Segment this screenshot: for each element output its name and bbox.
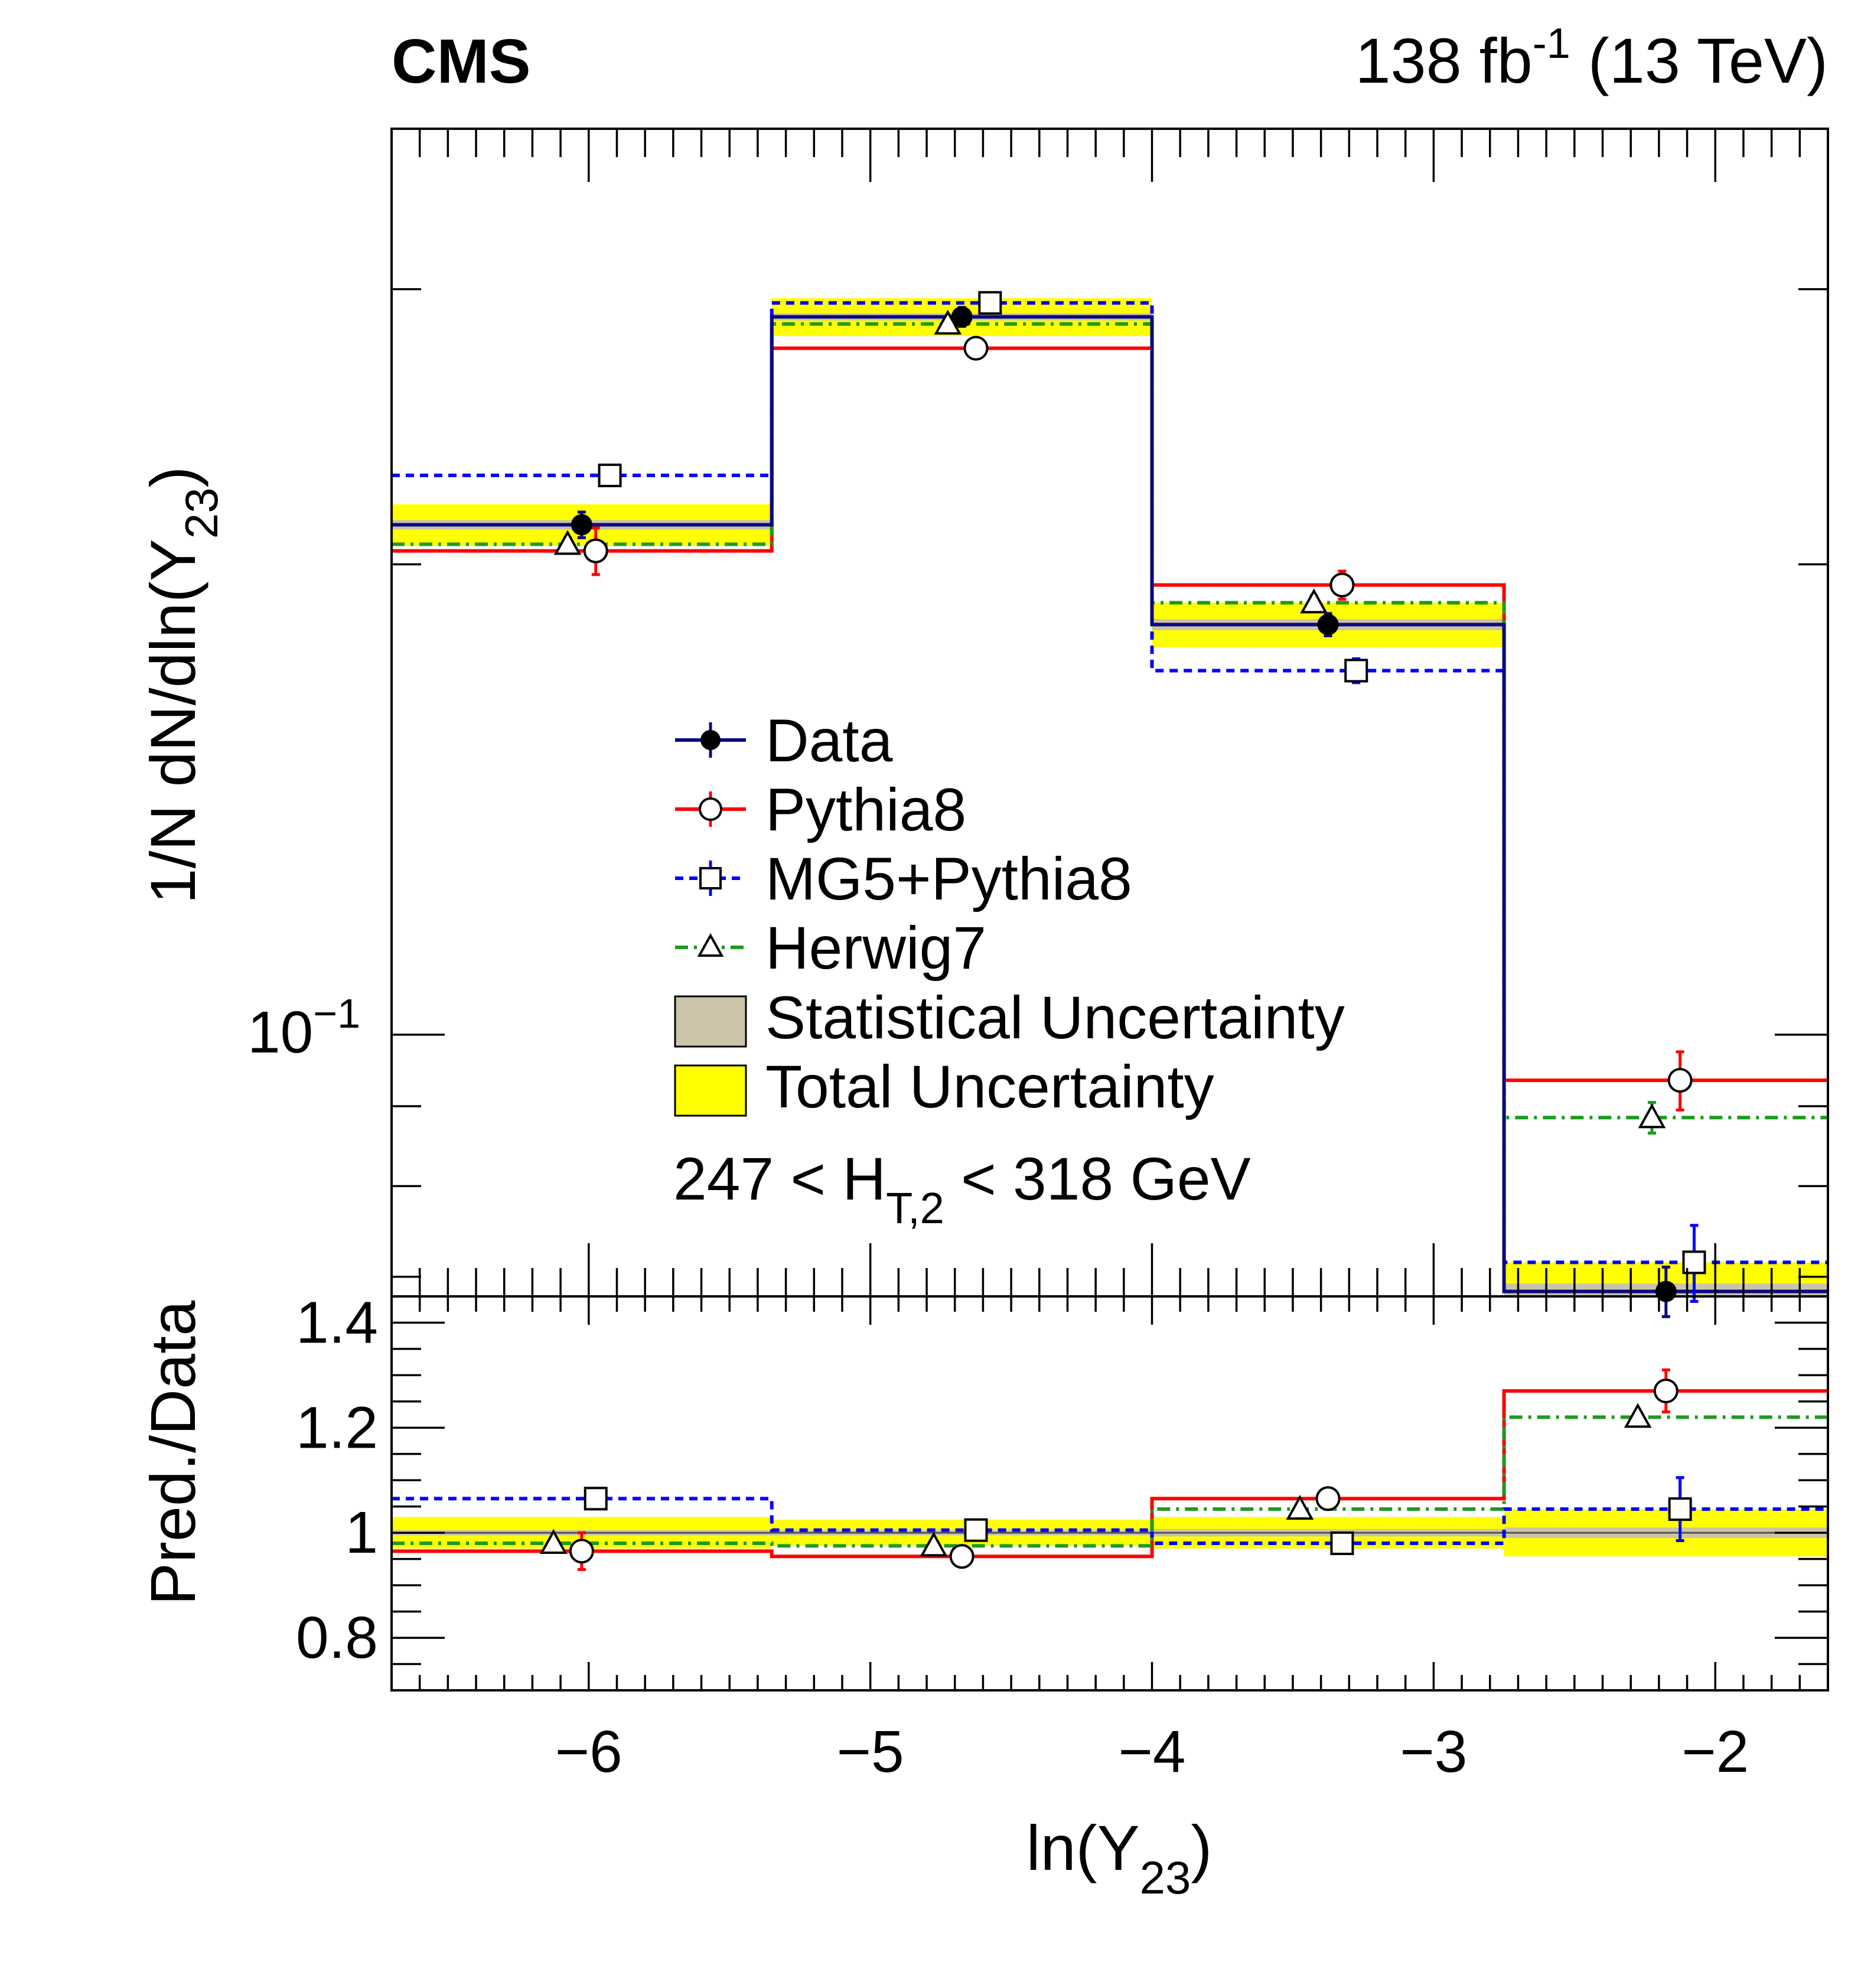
x-tick-label: −3 xyxy=(1400,1719,1467,1785)
series-line-pythia8 xyxy=(392,346,1828,1083)
legend-label-herwig7: Herwig7 xyxy=(765,914,986,982)
legend-label-total-unc: Total Uncertainty xyxy=(765,1053,1214,1120)
point-pythia8 xyxy=(1667,1068,1693,1093)
ratio-line-herwig7 xyxy=(392,1415,1828,1548)
point-mg5-pythia8 xyxy=(978,291,1002,315)
ratio-point-mg5-pythia8 xyxy=(964,1518,988,1542)
ratio-point-herwig7 xyxy=(1286,1495,1314,1520)
legend-label-data: Data xyxy=(765,707,893,774)
legend-label-pythia8: Pythia8 xyxy=(765,776,966,843)
x-tick-label: −5 xyxy=(837,1719,904,1785)
x-axis-ticks: −6 −5 −4 −3 −2 xyxy=(390,129,1829,1785)
point-herwig7 xyxy=(553,530,582,555)
point-herwig7 xyxy=(1300,588,1328,614)
point-pythia8 xyxy=(1329,572,1355,598)
ratio-y-tick-label: 1 xyxy=(345,1500,378,1566)
ratio-point-mg5-pythia8 xyxy=(1668,1497,1692,1521)
x-tick-label: −2 xyxy=(1681,1719,1749,1785)
point-pythia8 xyxy=(963,335,989,361)
legend-entry-total-unc: Total Uncertainty xyxy=(674,1053,1214,1120)
ratio-y-tick-label: 1.2 xyxy=(296,1394,378,1461)
point-data xyxy=(571,514,592,536)
ratio-point-herwig7 xyxy=(539,1529,568,1554)
legend-swatch-total-unc xyxy=(674,1064,747,1117)
legend-entry-herwig7: Herwig7 xyxy=(675,914,986,982)
legend: Data Pythia8 MG5+Pythia8 Herwig7 Statist… xyxy=(674,707,1345,1120)
ratio-y-tick-label: 1.4 xyxy=(296,1289,378,1355)
legend-entry-stat-unc: Statistical Uncertainty xyxy=(674,984,1345,1051)
ratio-line-mg5-pythia8 xyxy=(392,1497,1828,1545)
x-axis-title: ln(Y23) xyxy=(1026,1812,1213,1904)
experiment-label: CMS xyxy=(392,27,531,96)
ratio-point-pythia8 xyxy=(949,1544,975,1569)
legend-marker-herwig7 xyxy=(697,933,724,957)
ratio-plot-area xyxy=(392,1389,1828,1559)
point-mg5-pythia8 xyxy=(1344,659,1368,683)
ratio-point-mg5-pythia8 xyxy=(1330,1531,1354,1555)
ratio-point-pythia8 xyxy=(1315,1486,1341,1511)
legend-label-stat-unc: Statistical Uncertainty xyxy=(765,984,1345,1051)
point-data xyxy=(951,306,973,328)
ratio-point-pythia8 xyxy=(1653,1378,1679,1404)
legend-entry-pythia8: Pythia8 xyxy=(675,776,966,843)
ratio-frame xyxy=(390,1295,1829,1692)
ratio-y-tick-label: 0.8 xyxy=(296,1605,378,1671)
x-tick-label: −4 xyxy=(1119,1719,1186,1785)
luminosity-label: 138 fb-1 (13 TeV) xyxy=(1355,20,1828,96)
point-data xyxy=(1317,614,1339,635)
legend-label-mg5-pythia8: MG5+Pythia8 xyxy=(765,845,1132,912)
x-tick-label: −6 xyxy=(555,1719,622,1785)
legend-marker-data xyxy=(700,730,721,750)
ratio-point-pythia8 xyxy=(569,1539,594,1564)
ratio-y-axis-title: Pred./Data xyxy=(137,1300,208,1605)
upper-panel: 10−1 xyxy=(247,128,1829,1318)
legend-entry-mg5-pythia8: MG5+Pythia8 xyxy=(675,845,1132,912)
legend-entry-data: Data xyxy=(675,707,893,774)
point-mg5-pythia8 xyxy=(598,463,622,487)
series-line-data xyxy=(392,315,1828,1293)
point-herwig7 xyxy=(1638,1103,1666,1129)
upper-y-tick-label: 10−1 xyxy=(247,990,360,1065)
ht-range-annotation: 247 < HT,2 < 318 GeV xyxy=(673,1145,1251,1233)
legend-swatch-stat-unc xyxy=(674,995,747,1048)
ratio-panel: 0.8 1 1.2 1.4 xyxy=(296,1289,1829,1692)
point-pythia8 xyxy=(583,538,608,563)
ratio-point-herwig7 xyxy=(920,1531,948,1557)
ratio-point-mg5-pythia8 xyxy=(584,1487,608,1511)
ratio-point-herwig7 xyxy=(1624,1403,1652,1428)
legend-marker-pythia8 xyxy=(699,797,722,821)
upper-y-axis-title: 1/N dN/dln(Y23) xyxy=(137,467,227,904)
legend-marker-mg5-pythia8 xyxy=(699,867,722,889)
